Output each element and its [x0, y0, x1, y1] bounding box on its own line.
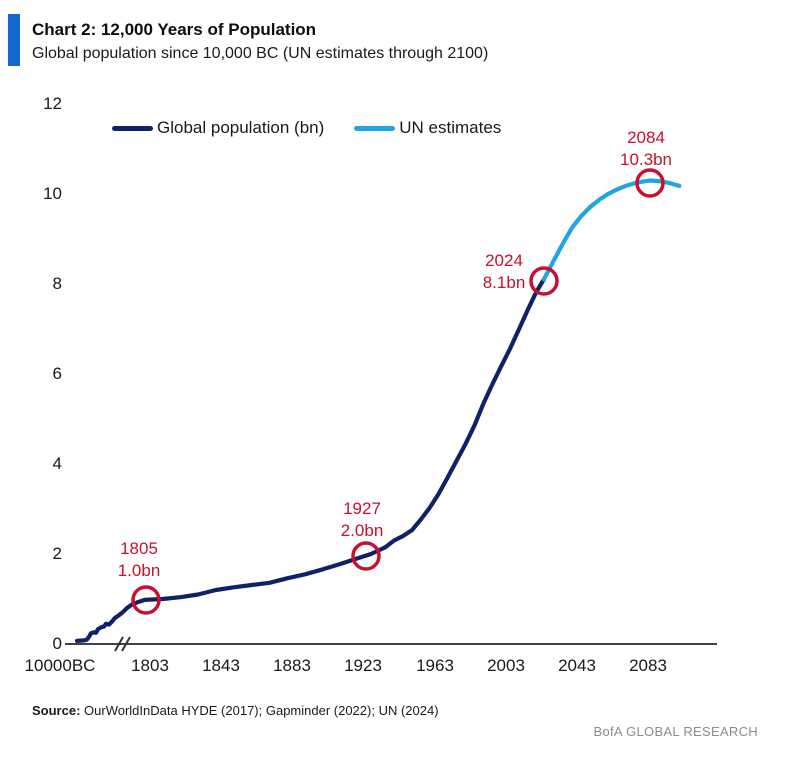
highlight-circle-1927	[351, 541, 381, 571]
title-accent-bar	[8, 14, 20, 66]
annotation-1927: 1927 2.0bn	[341, 498, 384, 542]
legend-label: UN estimates	[399, 118, 502, 137]
x-tick-label: 2083	[629, 656, 667, 675]
x-tick-label: 2003	[487, 656, 525, 675]
y-tick-label: 6	[52, 364, 62, 383]
highlight-circle-2084	[635, 168, 665, 198]
un-estimates-line	[541, 178, 682, 282]
source-text: OurWorldInData HYDE (2017); Gapminder (2…	[80, 703, 439, 718]
highlight-circle-1805	[131, 585, 161, 615]
source-line: Source: OurWorldInData HYDE (2017); Gapm…	[32, 703, 439, 718]
annotation-value: 1.0bn	[117, 561, 161, 580]
legend-item-global-population: Global population (bn)	[112, 118, 324, 138]
x-tick-label: 1923	[344, 656, 382, 675]
axis-break-mark	[114, 636, 124, 652]
annotation-1805: 1805 1.0bn	[118, 538, 161, 582]
annotation-2024: 2024 8.1bn	[483, 250, 526, 294]
lightblue-line-swatch	[354, 125, 396, 131]
chart-subtitle: Global population since 10,000 BC (UN es…	[32, 45, 489, 62]
y-tick-label: 0	[52, 634, 62, 653]
x-tick-label: 1843	[202, 656, 240, 675]
y-tick-label: 4	[52, 454, 62, 473]
chart-title: Chart 2: 12,000 Years of Population	[32, 20, 317, 39]
legend-item-un-estimates: UN estimates	[354, 118, 501, 138]
x-tick-label: 1883	[273, 656, 311, 675]
axis-break-mark	[121, 636, 131, 652]
x-tick-label: 2043	[558, 656, 596, 675]
x-tick-label: 1803	[131, 656, 169, 675]
annotation-2084: 2084 10.3bn	[620, 127, 672, 171]
annotation-year: 1927	[343, 499, 381, 518]
chart-legend: Global population (bn) UN estimates	[112, 118, 501, 138]
navy-line-swatch	[112, 125, 153, 131]
annotation-year: 2084	[627, 128, 665, 147]
y-tick-label: 2	[52, 544, 62, 563]
global-population-line	[74, 277, 546, 644]
source-label: Source:	[32, 703, 81, 718]
y-tick-label: 8	[52, 274, 62, 293]
x-tick-label: 10000BC	[24, 656, 96, 675]
x-tick-label: 1963	[416, 656, 454, 675]
annotation-value: 2.0bn	[340, 521, 384, 540]
annotation-year: 2024	[485, 251, 523, 270]
annotation-value: 8.1bn	[482, 273, 526, 292]
highlight-circle-2024	[529, 266, 559, 296]
annotation-value: 10.3bn	[620, 150, 672, 169]
y-tick-label: 12	[43, 94, 62, 113]
legend-label: Global population (bn)	[157, 118, 325, 137]
annotation-year: 1805	[120, 539, 158, 558]
y-tick-label: 10	[43, 184, 62, 203]
bofa-global-research-brand: BofA GLOBAL RESEARCH	[593, 724, 758, 739]
